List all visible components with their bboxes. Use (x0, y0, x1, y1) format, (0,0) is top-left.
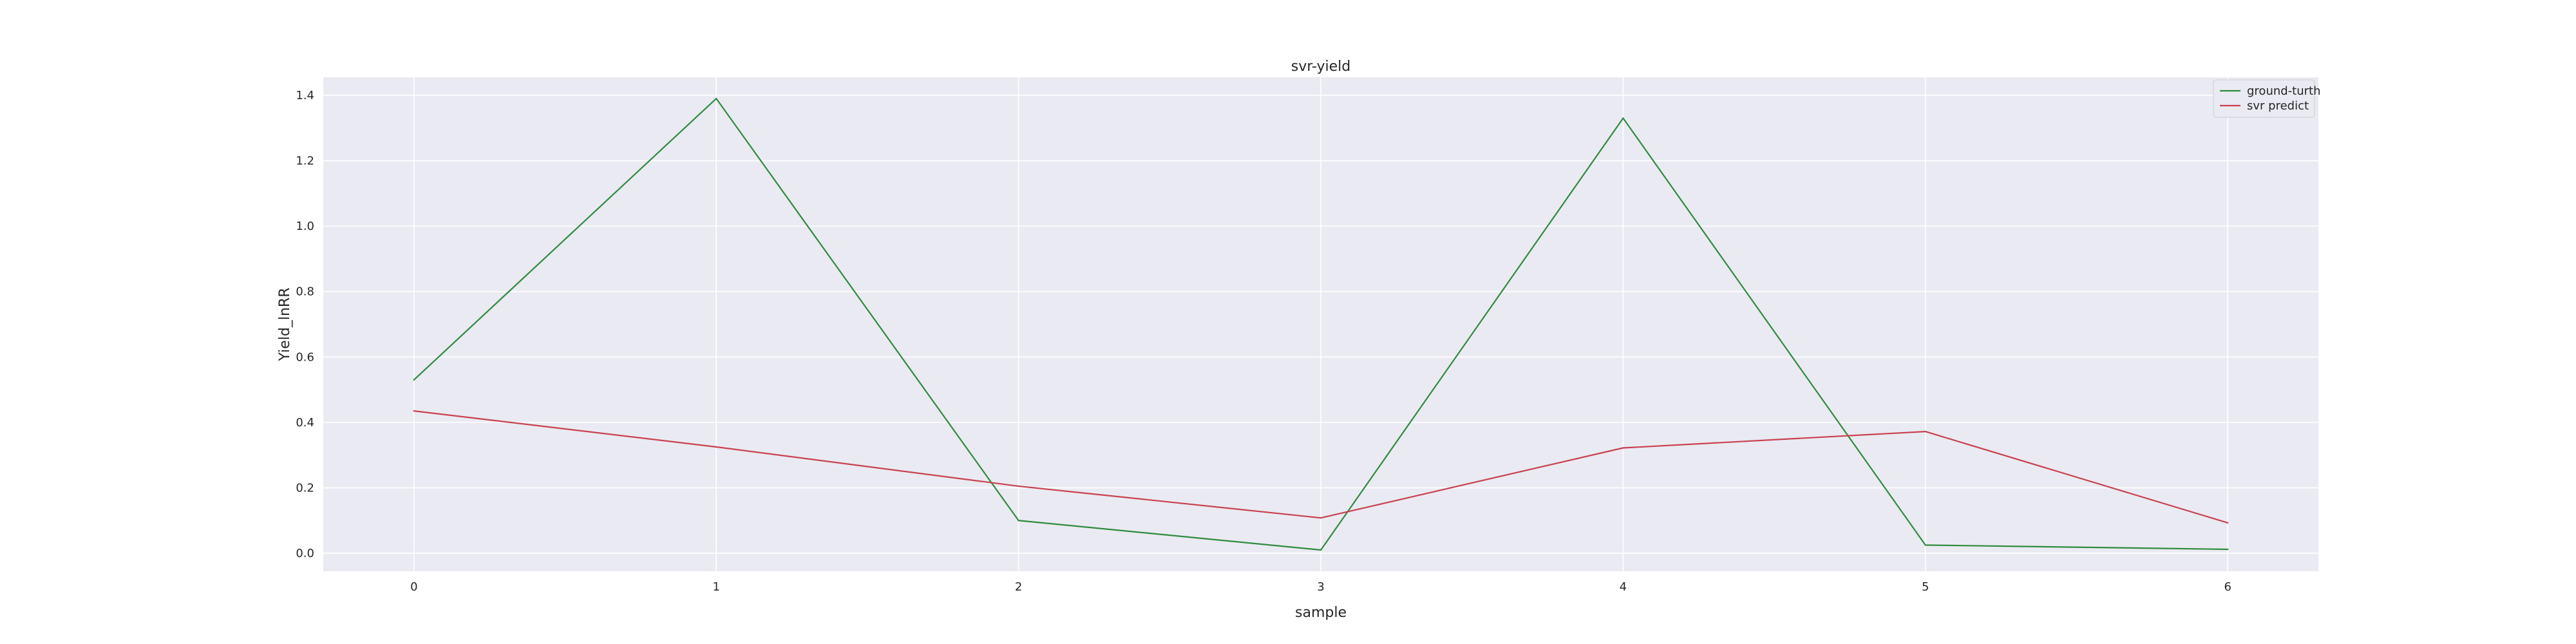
data-point (413, 379, 415, 381)
x-tick-label: 6 (2224, 580, 2231, 594)
data-point (1924, 430, 1926, 433)
grid (323, 77, 2318, 571)
x-tick-label: 1 (712, 580, 719, 594)
legend-box (2213, 79, 2315, 118)
data-point (715, 446, 717, 448)
data-point (715, 97, 717, 100)
y-tick-label: 0.8 (296, 285, 314, 299)
legend-label: svr predict (2247, 99, 2309, 113)
y-tick-label: 0.2 (296, 481, 314, 495)
x-tick-label: 0 (410, 580, 417, 594)
y-axis-label: Yield_lnRR (277, 287, 293, 361)
data-point (1924, 544, 1926, 546)
series-layer (413, 97, 2229, 551)
data-point (1320, 549, 1322, 551)
chart-title: svr-yield (1291, 59, 1350, 75)
data-point (1622, 447, 1624, 449)
y-tick-label: 1.0 (296, 220, 314, 233)
x-tick-label: 4 (1620, 580, 1627, 594)
data-point (413, 410, 415, 412)
data-point (1018, 520, 1019, 522)
x-tick-label: 5 (1922, 580, 1929, 594)
data-point (1622, 117, 1624, 119)
y-tick-label: 1.4 (296, 89, 314, 102)
data-point (1018, 485, 1019, 488)
x-tick-label: 3 (1317, 580, 1324, 594)
y-tick-label: 0.6 (296, 350, 314, 364)
y-tick-label: 0.0 (296, 547, 314, 560)
data-point (2226, 522, 2229, 524)
y-tick-label: 0.4 (296, 416, 314, 430)
tick-labels: 0.0 0.2 0.4 0.6 0.8 1.0 1.2 1.4 0 1 2 3 4 5 6 (296, 89, 2231, 594)
data-point (1320, 517, 1322, 519)
x-axis-label: sample (1295, 605, 1347, 621)
y-tick-label: 1.2 (296, 155, 314, 168)
x-tick-label: 2 (1015, 580, 1022, 594)
legend-label: ground-turth (2247, 84, 2321, 98)
data-point (2226, 548, 2229, 551)
